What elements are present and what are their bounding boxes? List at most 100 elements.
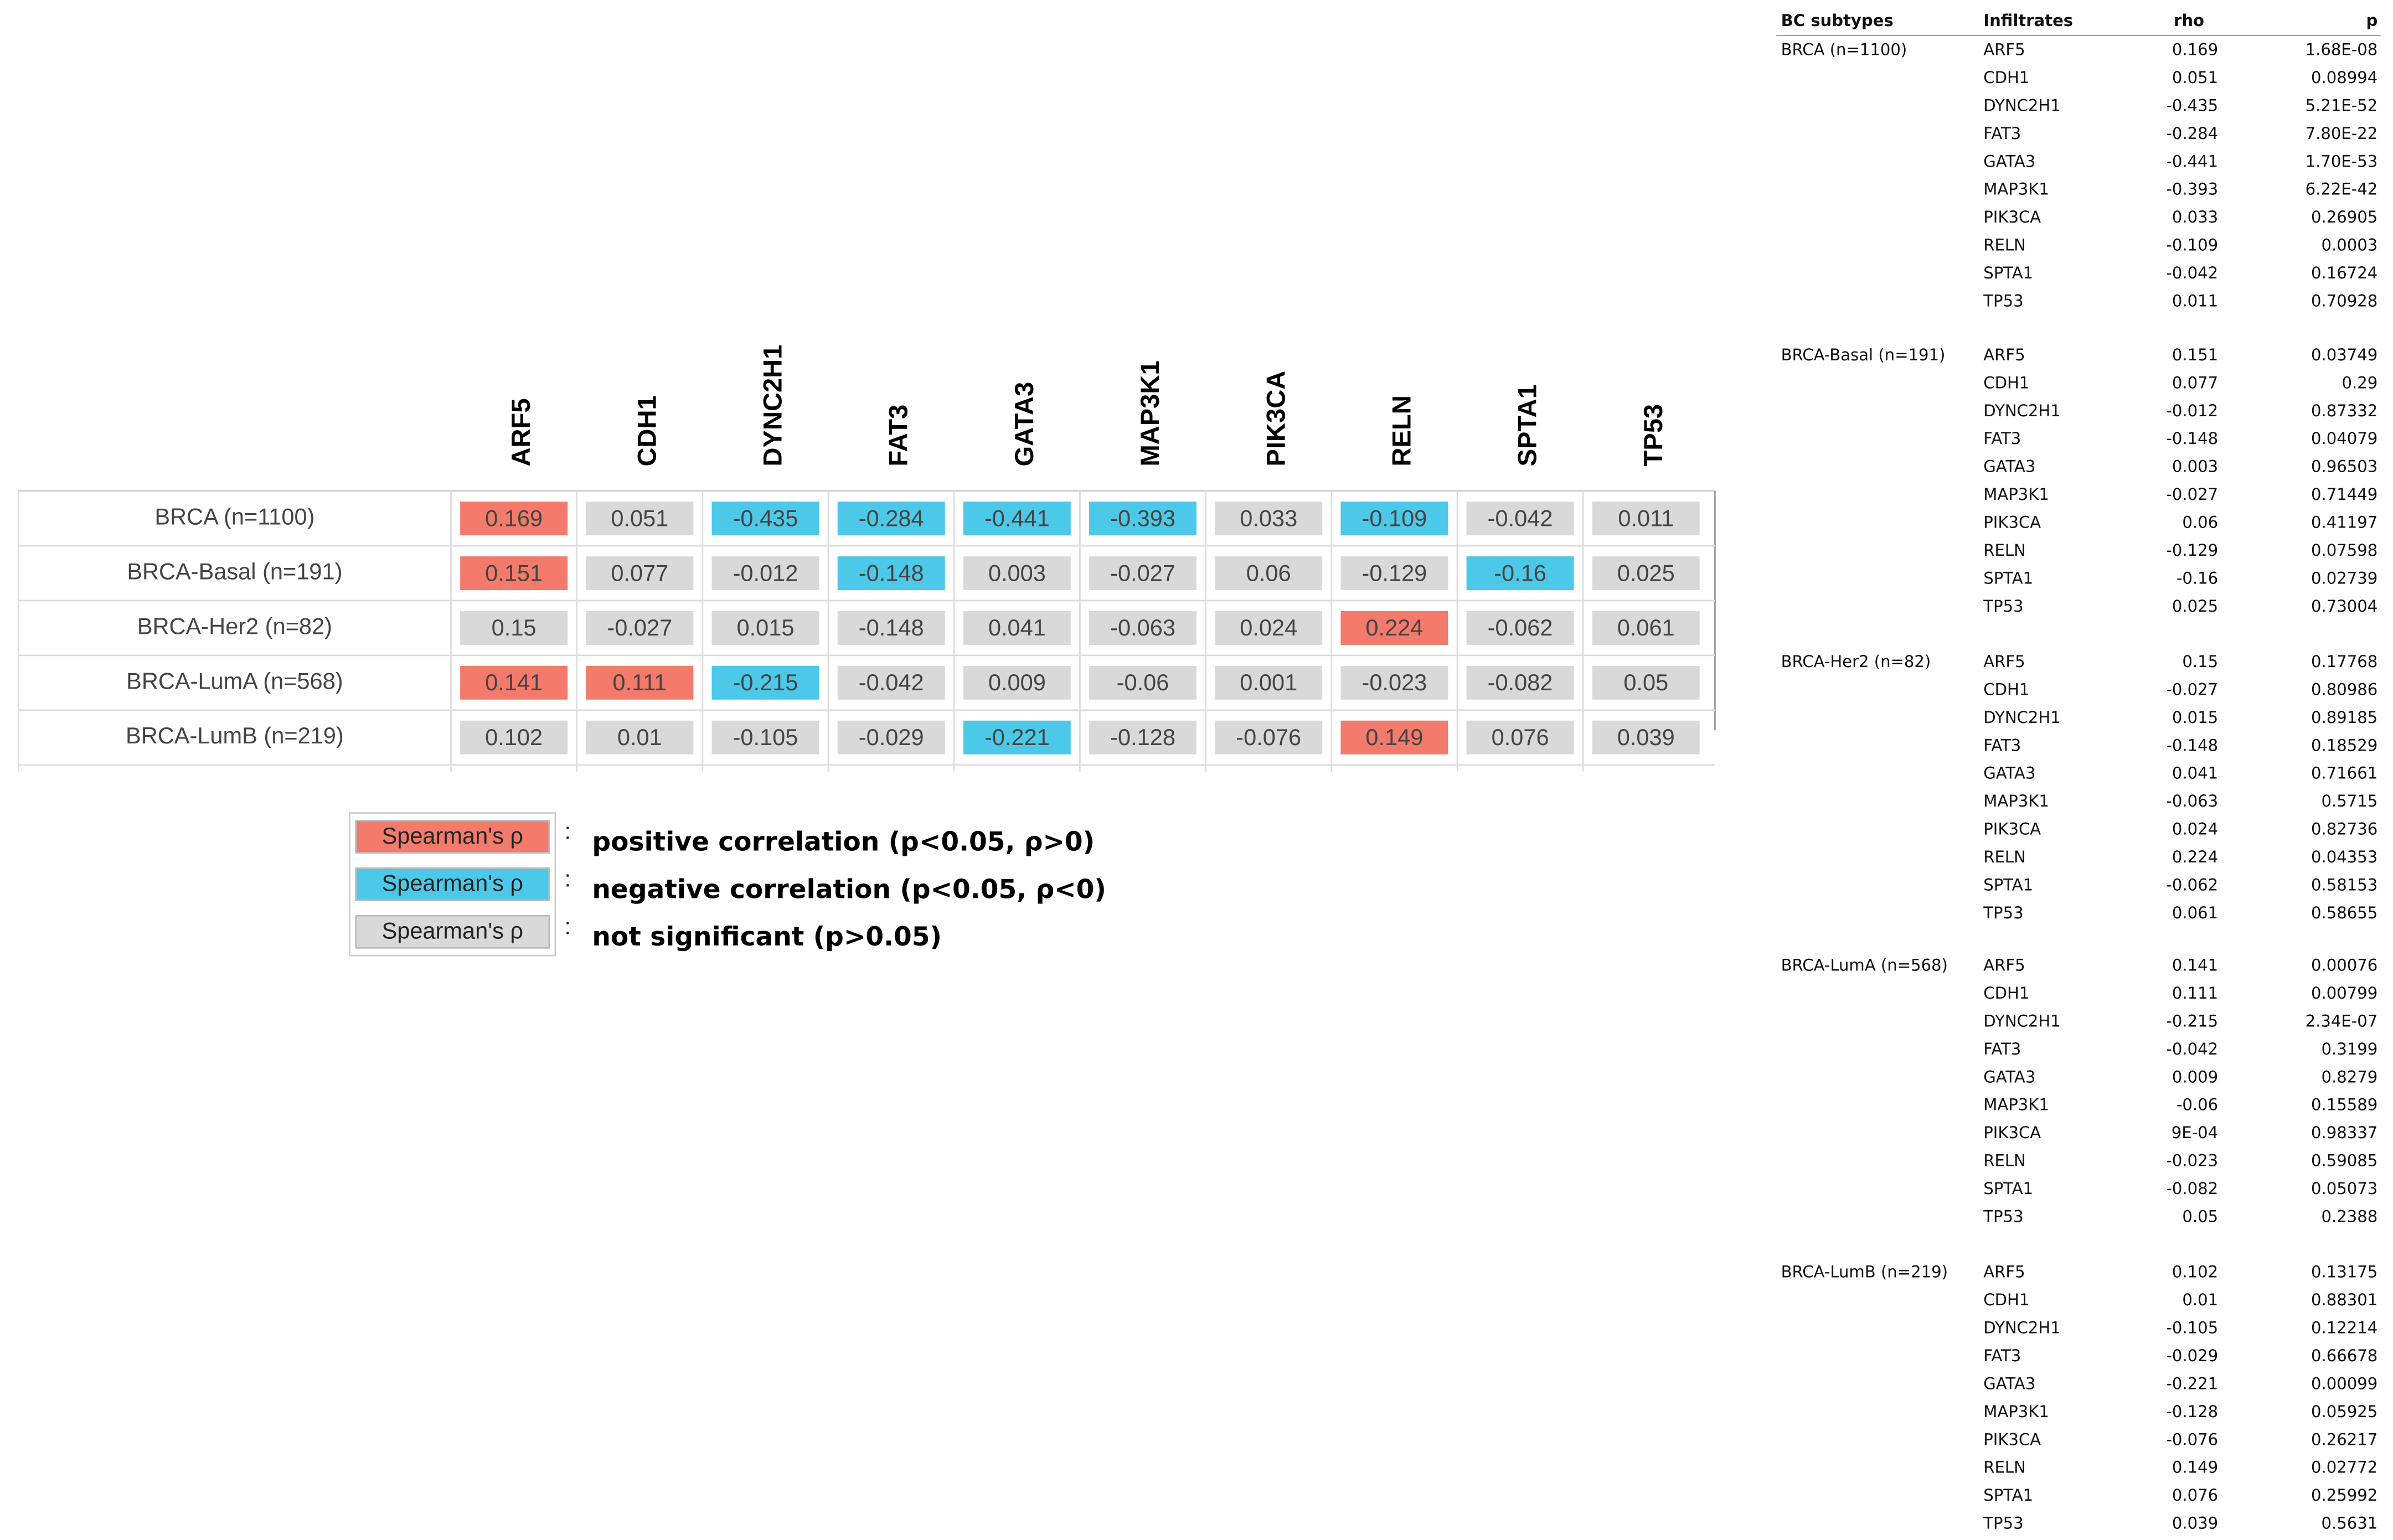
gene: TP53: [1983, 1207, 2023, 1226]
gene: CDH1: [1983, 1290, 2029, 1309]
p-value: 0.04079: [2311, 429, 2377, 448]
rho: 9E-04: [2172, 1123, 2218, 1142]
cell-value: 0.077: [611, 560, 668, 586]
p-value: 2.34E-07: [2306, 1011, 2378, 1030]
legend-text: not significant (p>0.05): [592, 922, 942, 952]
cell-value: 0.169: [485, 505, 543, 531]
p-value: 0.88301: [2311, 1290, 2377, 1309]
cell-value: -0.063: [1110, 614, 1175, 640]
gene: SPTA1: [1983, 1486, 2033, 1505]
p-value: 0.58153: [2311, 875, 2377, 894]
cell-value: -0.129: [1361, 560, 1427, 586]
cell-value: -0.435: [733, 505, 798, 531]
cell-value: -0.027: [1110, 560, 1175, 586]
cell: [1215, 720, 1323, 755]
p-value: 0.98337: [2311, 1123, 2377, 1142]
legend-text: positive correlation (p<0.05, ρ>0): [592, 826, 1095, 857]
p-value: 0.02772: [2311, 1458, 2377, 1477]
subtype-label: BRCA-Her2 (n=82): [1781, 652, 1931, 671]
rho: 0.111: [2172, 984, 2218, 1002]
gene: SPTA1: [1983, 569, 2033, 587]
cell: [1466, 556, 1574, 591]
gene: FAT3: [1983, 1040, 2021, 1058]
cell: [460, 611, 568, 645]
legend-box-text: Spearman's ρ: [382, 823, 524, 849]
rho: 0.011: [2172, 291, 2218, 310]
cell-value: 0.061: [1617, 614, 1675, 640]
column-label: ARF5: [506, 399, 535, 467]
rho: -0.063: [2166, 792, 2218, 810]
cell: [837, 611, 945, 645]
rho: 0.01: [2182, 1290, 2218, 1309]
gene: SPTA1: [1983, 263, 2033, 282]
column-label: DYNC2H1: [758, 345, 787, 467]
cell: [586, 502, 694, 536]
p-value: 0.04353: [2311, 847, 2377, 866]
cell-value: -0.221: [984, 724, 1050, 750]
cell: [1215, 611, 1323, 645]
gene: TP53: [1983, 1514, 2023, 1533]
p-value: 0.80986: [2311, 680, 2377, 699]
cell: [837, 556, 945, 591]
column-label: GATA3: [1009, 382, 1039, 467]
gene: RELN: [1983, 1458, 2026, 1477]
column-label: SPTA1: [1513, 384, 1542, 466]
p-value: 0.89185: [2311, 708, 2377, 727]
cell-value: -0.215: [733, 669, 798, 695]
cell-value: -0.027: [607, 614, 672, 640]
cell: [837, 665, 945, 700]
cell: [1215, 502, 1323, 536]
legend-text: negative correlation (p<0.05, ρ<0): [592, 874, 1106, 905]
cell-value: 0.001: [1240, 669, 1297, 695]
legend-separator: :: [565, 913, 571, 939]
p-value: 0.00799: [2311, 984, 2377, 1002]
cell: [1466, 720, 1574, 755]
rho: 0.003: [2172, 457, 2218, 476]
gene: CDH1: [1983, 984, 2029, 1002]
gene: MAP3K1: [1983, 180, 2049, 199]
p-value: 0.07598: [2311, 541, 2377, 560]
cell-value: -0.105: [733, 724, 798, 750]
cell: [460, 502, 568, 536]
cell: [711, 720, 819, 755]
cell: [1215, 665, 1323, 700]
gene: ARF5: [1983, 956, 2025, 975]
gene: TP53: [1983, 291, 2023, 310]
p-value: 0.13175: [2311, 1263, 2377, 1281]
cell: [1466, 665, 1574, 700]
gene: SPTA1: [1983, 875, 2033, 894]
rho: 0.15: [2182, 652, 2218, 671]
cell: [1592, 665, 1700, 700]
p-value: 0.70928: [2311, 291, 2377, 310]
cell: [963, 611, 1071, 645]
gene: GATA3: [1983, 1067, 2035, 1086]
rho: -0.215: [2166, 1011, 2218, 1030]
gene: FAT3: [1983, 429, 2021, 448]
rho: 0.033: [2172, 208, 2218, 226]
cell-value: 0.05: [1623, 669, 1668, 695]
legend-box-text: Spearman's ρ: [382, 870, 524, 896]
gene: RELN: [1983, 1151, 2026, 1170]
gene: DYNC2H1: [1983, 96, 2060, 115]
cell-value: -0.128: [1110, 724, 1175, 750]
rho: -0.06: [2177, 1095, 2218, 1114]
p-value: 0.58655: [2311, 903, 2377, 922]
cell: [460, 556, 568, 591]
gene: CDH1: [1983, 680, 2029, 699]
cell: [711, 502, 819, 536]
rho: 0.141: [2172, 956, 2218, 975]
cell-value: 0.06: [1246, 560, 1291, 586]
legend-separator: :: [565, 818, 571, 844]
legend-swatch: [355, 820, 550, 854]
p-value: 1.70E-53: [2306, 152, 2378, 170]
cell-value: 0.024: [1240, 614, 1297, 640]
gene: DYNC2H1: [1983, 1319, 2060, 1337]
gene: FAT3: [1983, 124, 2021, 143]
p-value: 0.82736: [2311, 820, 2377, 839]
cell-value: -0.042: [1488, 505, 1553, 531]
rho: 0.06: [2182, 513, 2218, 532]
row-label: BRCA (n=1100): [154, 504, 314, 530]
row-label: BRCA-LumA (n=568): [126, 668, 343, 694]
rho: 0.151: [2172, 345, 2218, 364]
gene: ARF5: [1983, 1263, 2025, 1281]
